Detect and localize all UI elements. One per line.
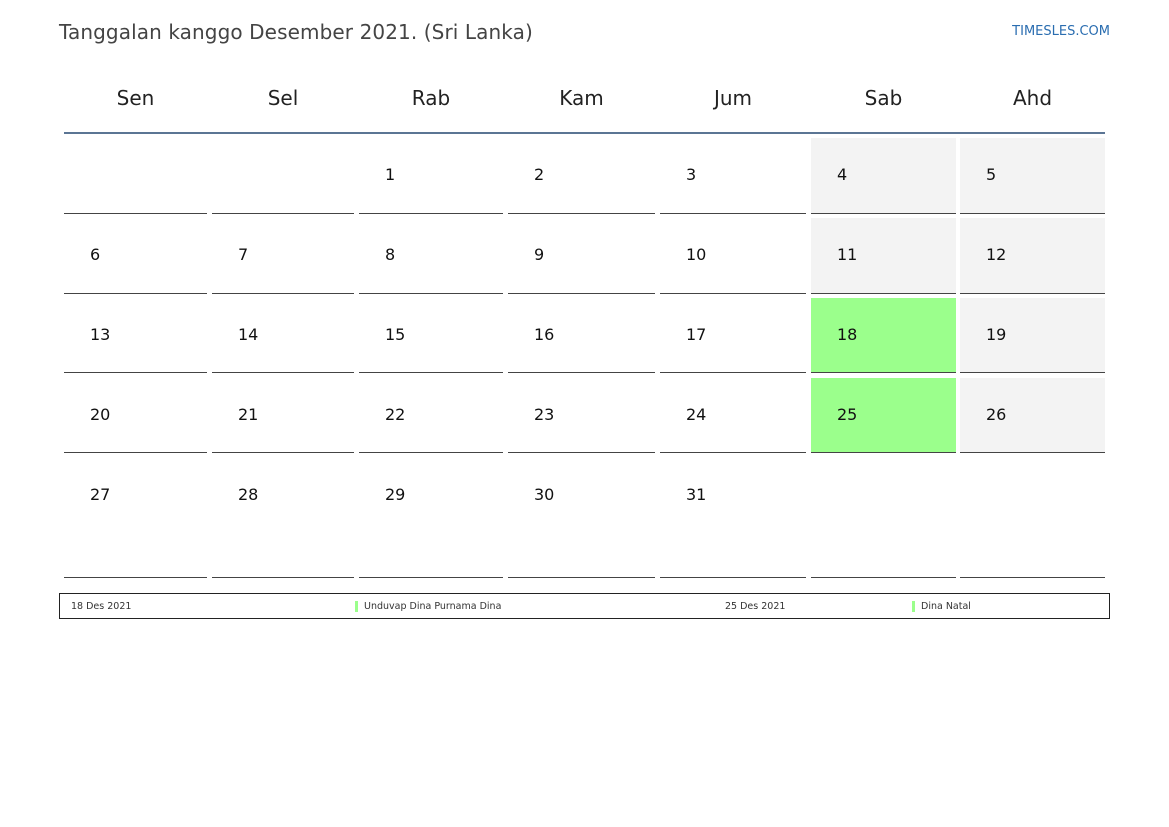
day-number: 22 bbox=[385, 405, 406, 424]
day-cell-9[interactable]: 9 bbox=[508, 218, 655, 294]
day-cell-2[interactable]: 2 bbox=[508, 138, 655, 214]
legend-date-1: 18 Des 2021 bbox=[71, 601, 132, 612]
day-number: 7 bbox=[238, 245, 249, 264]
weekday-ahd: Ahd bbox=[1012, 86, 1053, 110]
day-cell-20[interactable]: 20 bbox=[64, 378, 207, 453]
legend-entry-2: Dina Natal bbox=[912, 599, 971, 613]
day-cell-6[interactable]: 6 bbox=[64, 218, 207, 294]
day-cell-7[interactable]: 7 bbox=[212, 218, 354, 294]
day-cell-24[interactable]: 24 bbox=[660, 378, 806, 453]
weekday-rab: Rab bbox=[411, 86, 451, 110]
day-cell-16[interactable]: 16 bbox=[508, 298, 655, 373]
day-cell-28[interactable]: 28 bbox=[212, 458, 354, 578]
day-cell-29[interactable]: 29 bbox=[359, 458, 503, 578]
day-number: 1 bbox=[385, 165, 396, 184]
day-cell-27[interactable]: 27 bbox=[64, 458, 207, 578]
day-number: 3 bbox=[686, 165, 697, 184]
day-number: 28 bbox=[238, 485, 259, 504]
day-cell-1[interactable]: 1 bbox=[359, 138, 503, 214]
day-number: 26 bbox=[986, 405, 1007, 424]
weekday-kam: Kam bbox=[559, 86, 604, 110]
day-number: 25 bbox=[837, 405, 858, 424]
day-cell-19[interactable]: 19 bbox=[960, 298, 1105, 373]
day-cell-10[interactable]: 10 bbox=[660, 218, 806, 294]
day-cell-4[interactable]: 4 bbox=[811, 138, 956, 214]
day-number: 5 bbox=[986, 165, 997, 184]
day-cell-18[interactable]: 18 bbox=[811, 298, 956, 373]
legend-date-2: 25 Des 2021 bbox=[725, 601, 786, 612]
day-number: 13 bbox=[90, 325, 111, 344]
day-number: 29 bbox=[385, 485, 406, 504]
legend-holiday-name-2: Dina Natal bbox=[921, 600, 971, 612]
day-number: 20 bbox=[90, 405, 111, 424]
day-number: 9 bbox=[534, 245, 545, 264]
day-number: 21 bbox=[238, 405, 259, 424]
day-number: 6 bbox=[90, 245, 101, 264]
day-number: 17 bbox=[686, 325, 707, 344]
day-cell-3[interactable]: 3 bbox=[660, 138, 806, 214]
day-cell-8[interactable]: 8 bbox=[359, 218, 503, 294]
day-number: 10 bbox=[686, 245, 707, 264]
day-cell-11[interactable]: 11 bbox=[811, 218, 956, 294]
day-cell-13[interactable]: 13 bbox=[64, 298, 207, 373]
day-number: 16 bbox=[534, 325, 555, 344]
day-cell-31[interactable]: 31 bbox=[660, 458, 806, 578]
empty-cell bbox=[64, 138, 207, 214]
day-number: 31 bbox=[686, 485, 707, 504]
holiday-legend: 18 Des 2021 Unduvap Dina Purnama Dina 25… bbox=[59, 593, 1110, 619]
day-number: 30 bbox=[534, 485, 555, 504]
day-number: 15 bbox=[385, 325, 406, 344]
weekday-header: Sen Sel Rab Kam Jum Sab Ahd bbox=[64, 80, 1105, 134]
weekday-sab: Sab bbox=[864, 86, 903, 110]
day-cell-5[interactable]: 5 bbox=[960, 138, 1105, 214]
day-cell-17[interactable]: 17 bbox=[660, 298, 806, 373]
day-number: 4 bbox=[837, 165, 848, 184]
day-number: 12 bbox=[986, 245, 1007, 264]
day-cell-15[interactable]: 15 bbox=[359, 298, 503, 373]
holiday-color-swatch bbox=[355, 600, 358, 612]
day-cell-12[interactable]: 12 bbox=[960, 218, 1105, 294]
legend-holiday-name-1: Unduvap Dina Purnama Dina bbox=[364, 600, 502, 612]
legend-entry-1: Unduvap Dina Purnama Dina bbox=[355, 599, 501, 613]
day-number: 2 bbox=[534, 165, 545, 184]
day-cell-23[interactable]: 23 bbox=[508, 378, 655, 453]
day-number: 14 bbox=[238, 325, 259, 344]
weekday-sen: Sen bbox=[116, 86, 155, 110]
day-number: 11 bbox=[837, 245, 858, 264]
day-number: 24 bbox=[686, 405, 707, 424]
day-cell-30[interactable]: 30 bbox=[508, 458, 655, 578]
empty-cell bbox=[212, 138, 354, 214]
page-title: Tanggalan kanggo Desember 2021. (Sri Lan… bbox=[59, 20, 533, 44]
day-number: 27 bbox=[90, 485, 111, 504]
site-link[interactable]: TIMESLES.COM bbox=[1012, 24, 1110, 39]
day-cell-25[interactable]: 25 bbox=[811, 378, 956, 453]
day-cell-21[interactable]: 21 bbox=[212, 378, 354, 453]
day-cell-14[interactable]: 14 bbox=[212, 298, 354, 373]
day-number: 19 bbox=[986, 325, 1007, 344]
empty-cell bbox=[960, 458, 1105, 578]
day-cell-26[interactable]: 26 bbox=[960, 378, 1105, 453]
day-number: 18 bbox=[837, 325, 858, 344]
day-number: 23 bbox=[534, 405, 555, 424]
weekday-jum: Jum bbox=[713, 86, 753, 110]
empty-cell bbox=[811, 458, 956, 578]
day-cell-22[interactable]: 22 bbox=[359, 378, 503, 453]
day-number: 8 bbox=[385, 245, 396, 264]
holiday-color-swatch bbox=[912, 600, 915, 612]
weekday-sel: Sel bbox=[267, 86, 299, 110]
